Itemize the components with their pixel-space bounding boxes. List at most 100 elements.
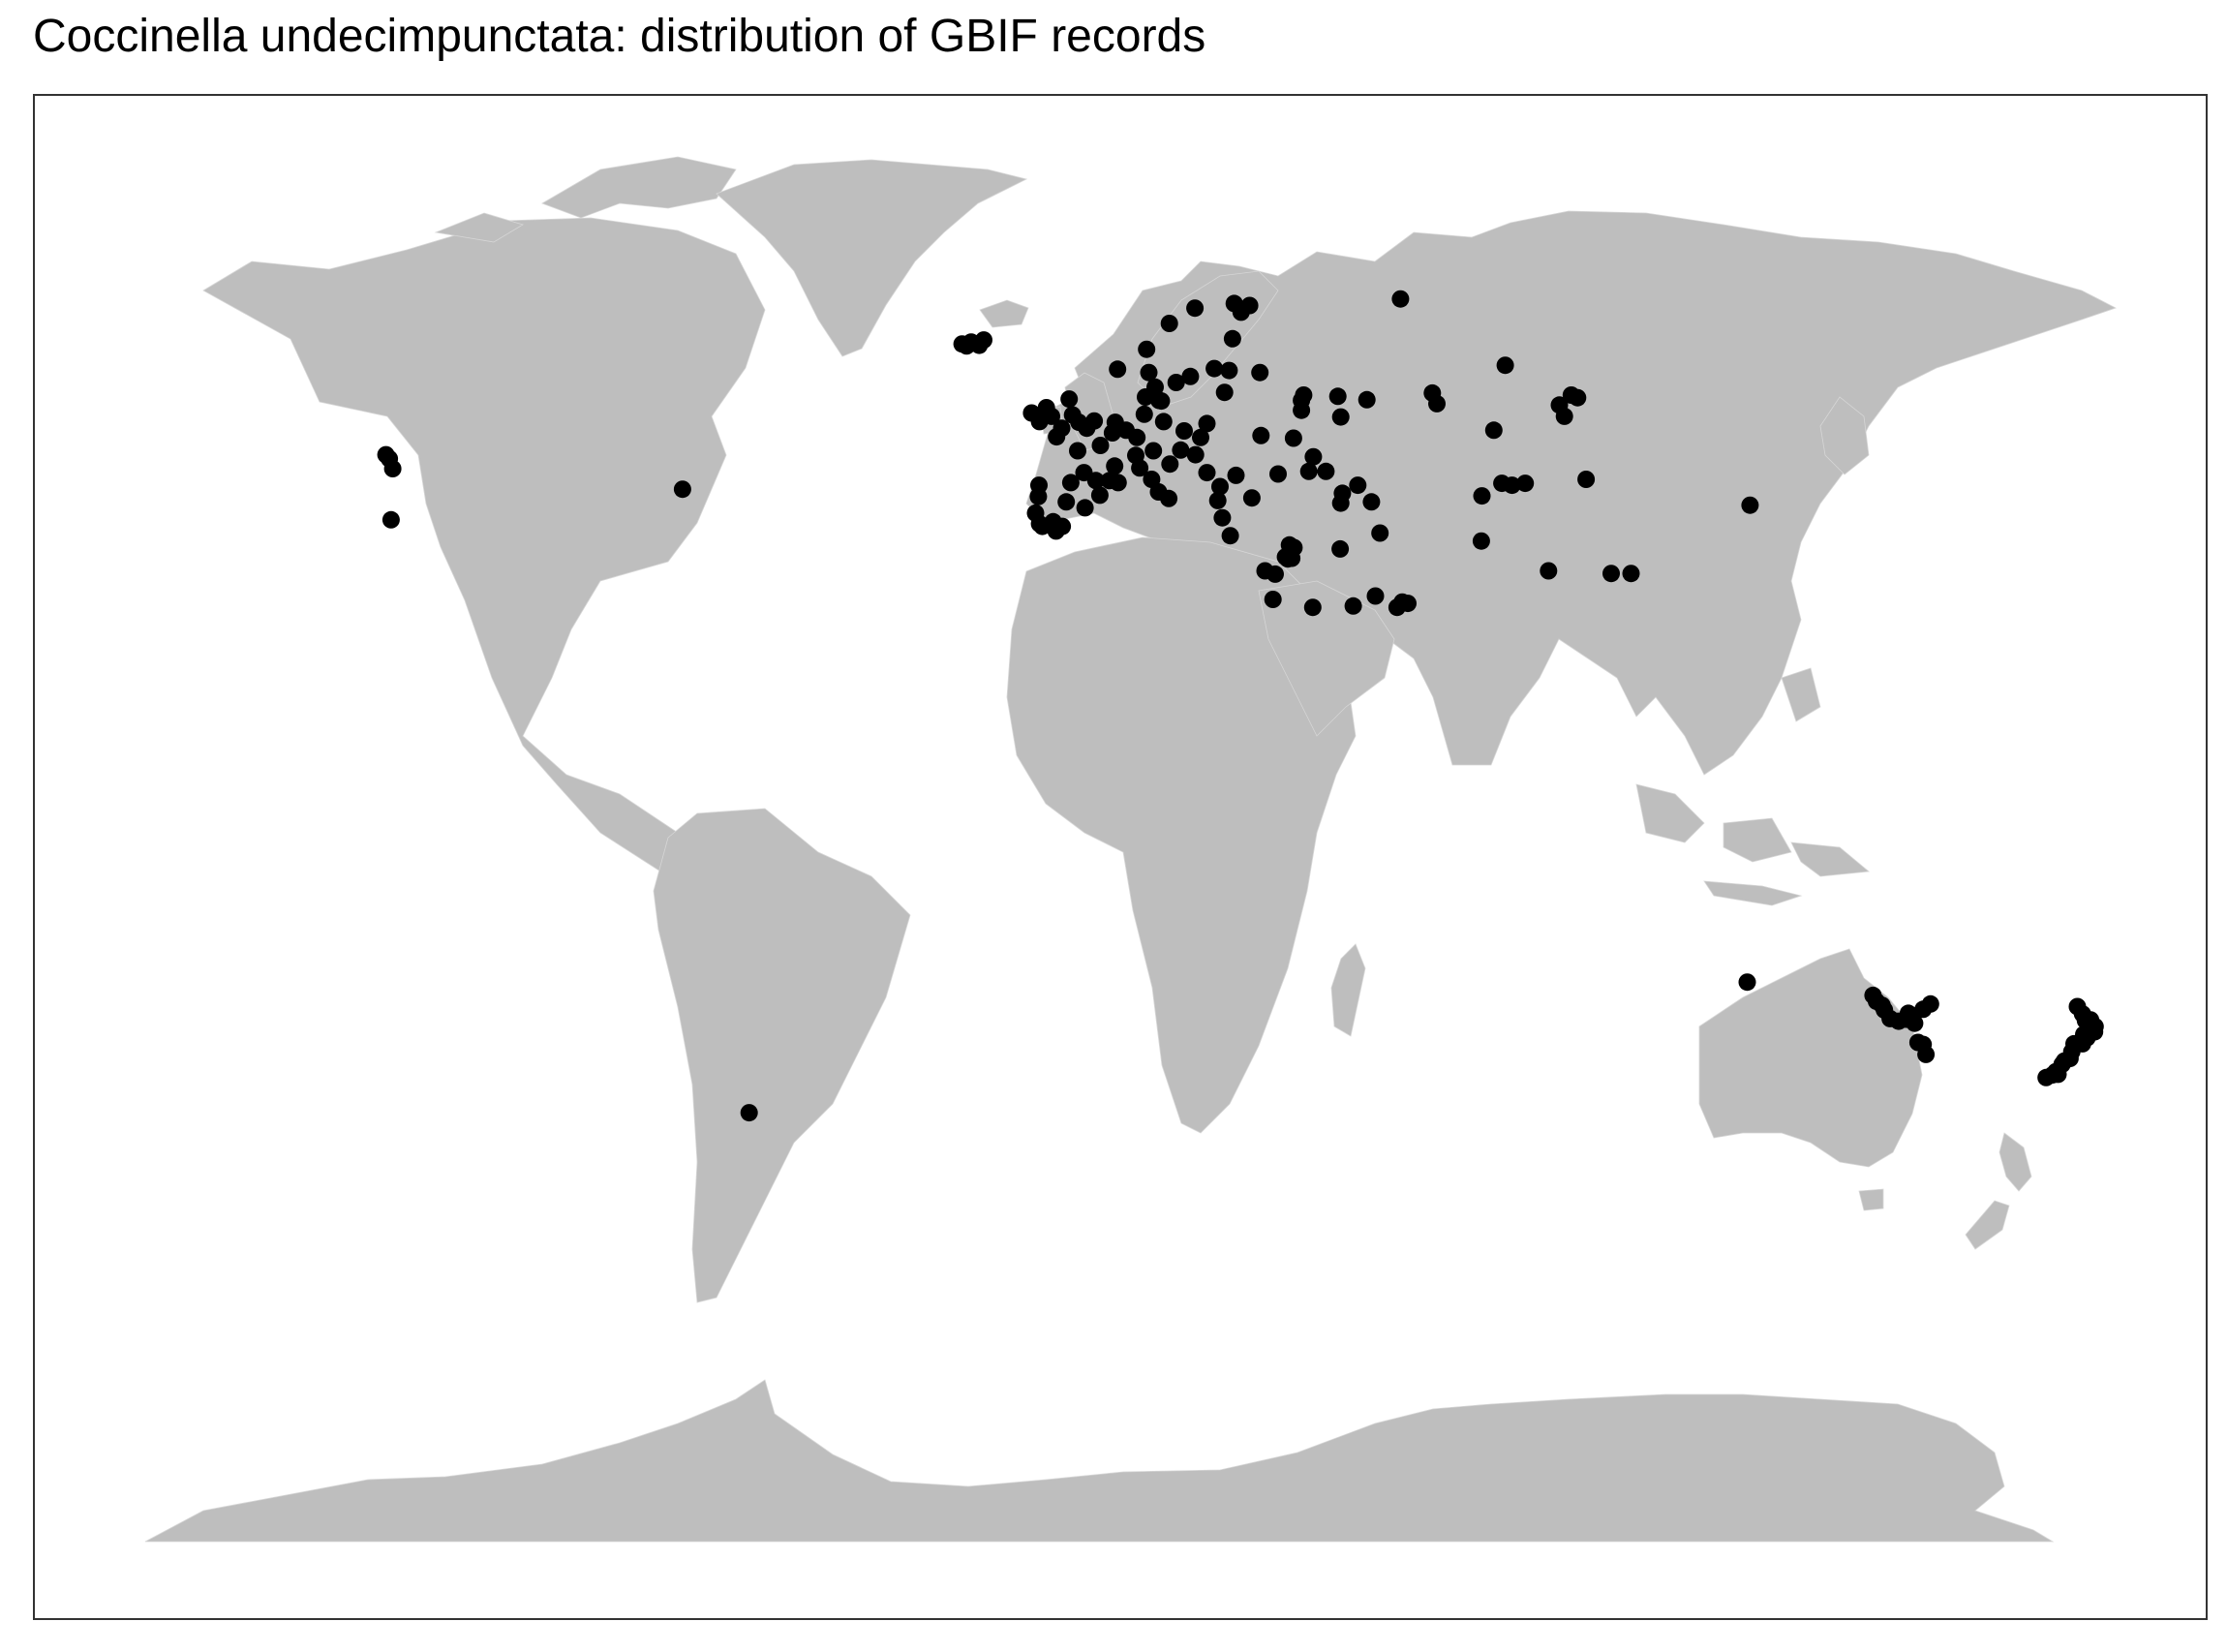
occurrence-point xyxy=(1061,474,1080,492)
map-title: Coccinella undecimpunctata: distribution… xyxy=(33,11,1206,62)
occurrence-point xyxy=(1569,388,1587,407)
occurrence-point xyxy=(1484,421,1503,440)
occurrence-point xyxy=(1060,390,1079,409)
occurrence-point xyxy=(1331,408,1350,426)
occurrence-point xyxy=(1366,587,1385,605)
occurrence-point xyxy=(1899,1004,1917,1023)
occurrence-point xyxy=(1227,466,1245,484)
occurrence-point xyxy=(1240,296,1259,315)
occurrence-point xyxy=(1540,562,1558,580)
occurrence-point xyxy=(1344,597,1362,615)
occurrence-point xyxy=(1086,472,1105,490)
occurrence-point xyxy=(1215,383,1234,402)
occurrence-point xyxy=(1269,465,1287,483)
occurrence-point xyxy=(1252,426,1270,444)
occurrence-point xyxy=(1160,489,1178,507)
occurrence-point xyxy=(1328,387,1347,406)
occurrence-point xyxy=(1223,329,1241,348)
occurrence-point xyxy=(1085,412,1104,430)
occurrence-point xyxy=(1284,429,1302,447)
occurrence-point xyxy=(1622,565,1640,583)
occurrence-point xyxy=(1167,374,1185,391)
occurrence-point xyxy=(1283,549,1301,567)
occurrence-point xyxy=(1208,491,1227,509)
occurrence-point xyxy=(1331,494,1350,512)
occurrence-point xyxy=(1186,445,1205,464)
occurrence-point xyxy=(1299,462,1318,480)
occurrence-point xyxy=(1069,442,1086,460)
occurrence-point xyxy=(1106,457,1124,475)
occurrence-point xyxy=(1317,462,1335,480)
occurrence-point xyxy=(1154,413,1173,431)
occurrence-point xyxy=(1128,428,1146,446)
africa xyxy=(1006,536,1357,1134)
occurrence-point xyxy=(1220,361,1238,380)
occurrence-point xyxy=(1293,401,1311,419)
occurrence-point xyxy=(1428,394,1446,413)
occurrence-point xyxy=(1555,407,1573,425)
occurrence-point xyxy=(1172,441,1190,459)
occurrence-point xyxy=(1109,474,1127,492)
north-america xyxy=(202,217,766,892)
occurrence-point xyxy=(1221,527,1239,545)
occurrence-point xyxy=(2068,997,2087,1016)
occurrence-point xyxy=(1371,524,1389,542)
occurrence-point xyxy=(1109,360,1127,379)
occurrence-point xyxy=(740,1104,758,1122)
occurrence-point xyxy=(1205,359,1224,378)
occurrence-point xyxy=(1211,477,1229,496)
occurrence-point xyxy=(1472,532,1490,550)
occurrence-point xyxy=(1192,428,1209,446)
occurrence-point xyxy=(381,510,400,529)
occurrence-point xyxy=(1138,340,1156,358)
occurrence-point xyxy=(1198,414,1216,433)
occurrence-point xyxy=(2047,1062,2065,1081)
occurrence-point xyxy=(1140,363,1158,382)
occurrence-point xyxy=(1057,493,1076,511)
southeast-asia-islands xyxy=(1635,396,1870,906)
occurrence-point xyxy=(1358,390,1376,409)
occurrence-point xyxy=(1496,356,1514,375)
occurrence-point xyxy=(1349,476,1367,495)
occurrence-point xyxy=(1091,437,1110,454)
occurrence-point xyxy=(1864,986,1882,1004)
occurrence-point xyxy=(1146,378,1164,396)
occurrence-point xyxy=(1303,598,1322,617)
occurrence-point xyxy=(1503,476,1521,495)
arctic-islands xyxy=(434,156,737,243)
occurrence-point xyxy=(1602,565,1620,583)
occurrence-point xyxy=(975,331,992,350)
madagascar xyxy=(1330,943,1366,1037)
iceland xyxy=(979,299,1029,328)
land-masses xyxy=(144,156,2118,1543)
occurrence-point xyxy=(1908,1033,1927,1052)
occurrence-point xyxy=(1198,464,1216,482)
occurrence-point xyxy=(1921,994,1939,1013)
occurrence-point xyxy=(1741,496,1759,514)
occurrence-point xyxy=(1242,489,1261,507)
occurrence-point xyxy=(1181,367,1200,385)
arabia xyxy=(1258,580,1395,737)
occurrence-point xyxy=(1295,386,1313,404)
occurrence-point xyxy=(1144,442,1163,460)
occurrence-point xyxy=(673,480,691,499)
greenland xyxy=(716,159,1028,357)
occurrence-point xyxy=(1053,517,1072,535)
occurrence-point xyxy=(1331,539,1350,558)
occurrence-point xyxy=(1473,487,1491,505)
occurrence-point xyxy=(1225,294,1243,313)
occurrence-point xyxy=(383,460,402,477)
occurrence-point xyxy=(1362,493,1381,511)
south-america xyxy=(653,808,911,1303)
map-frame xyxy=(33,94,2208,1620)
record-points xyxy=(377,290,2104,1122)
occurrence-point xyxy=(1516,474,1535,493)
antarctica xyxy=(144,1379,2055,1543)
occurrence-point xyxy=(1175,422,1193,440)
australia xyxy=(1698,948,1923,1211)
occurrence-point xyxy=(1738,973,1756,992)
occurrence-point xyxy=(1391,290,1410,308)
occurrence-point xyxy=(1052,419,1071,438)
occurrence-point xyxy=(1399,595,1417,613)
